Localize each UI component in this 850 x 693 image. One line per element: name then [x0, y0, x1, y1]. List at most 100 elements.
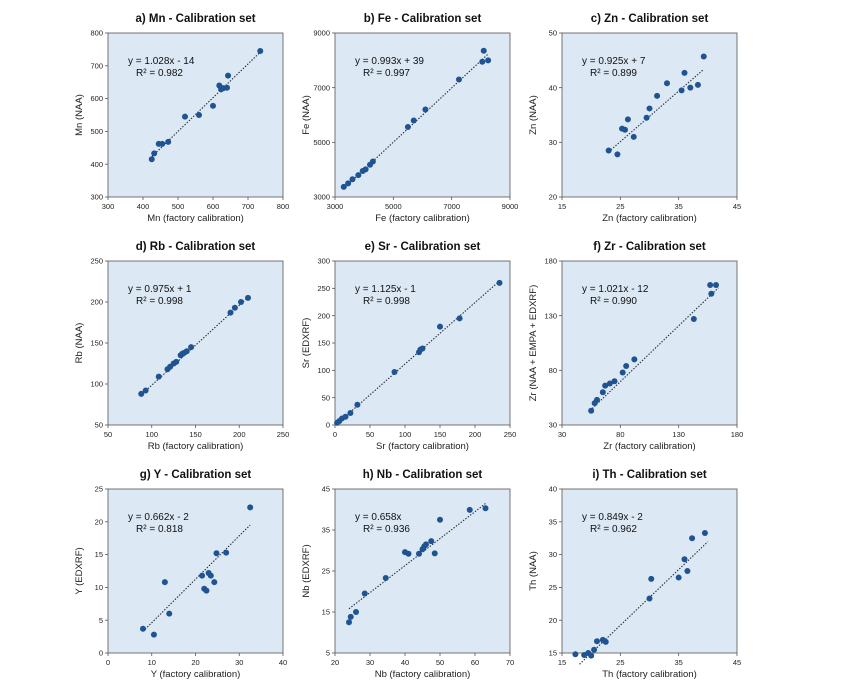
data-point — [594, 638, 600, 645]
y-axis-label: Y (EDXRF) — [74, 547, 85, 594]
data-point — [664, 80, 670, 87]
data-point — [694, 81, 701, 88]
y-tick-label: 130 — [544, 311, 557, 320]
y-tick-label: 800 — [90, 29, 103, 38]
x-tick-label: 150 — [189, 430, 202, 439]
y-axis-label: Zr (NAA + EMPA + EDXRF) — [528, 285, 539, 402]
plot-area — [561, 260, 738, 426]
y-axis-label: Nb (EDXRF) — [301, 544, 312, 597]
trend-line — [589, 287, 719, 412]
x-tick-label: 30 — [235, 658, 243, 667]
x-tick-label: 5000 — [385, 202, 402, 211]
x-axis-label: Nb (factory calibration) — [375, 669, 471, 680]
data-point — [361, 590, 368, 597]
data-point — [423, 541, 429, 548]
y-tick-label: 40 — [549, 83, 557, 92]
data-point — [346, 619, 352, 626]
y-tick-label: 300 — [90, 193, 103, 202]
y-tick-label: 100 — [90, 380, 103, 389]
y-axis-label: Rb (NAA) — [74, 323, 85, 364]
x-tick-label: 3000 — [327, 202, 344, 211]
y-tick-label: 0 — [99, 649, 103, 658]
data-point — [416, 550, 422, 557]
data-point — [480, 47, 487, 54]
panel-title: c) Zn - Calibration set — [591, 13, 709, 25]
data-point — [223, 549, 230, 556]
plot-area — [561, 488, 738, 654]
y-tick-label: 7000 — [313, 83, 330, 92]
regression-equation: y = 0.658x — [355, 512, 401, 523]
y-tick-label: 40 — [549, 485, 557, 494]
data-point — [437, 516, 443, 523]
chart-panel-6: f) Zr - Calibration set 30 80 130 180 30 80 130… — [528, 241, 743, 452]
y-tick-label: 3000 — [313, 193, 330, 202]
y-tick-label: 15 — [549, 649, 557, 658]
data-point — [231, 304, 238, 311]
data-point — [247, 504, 254, 511]
x-axis-label: Mn (factory calibration) — [147, 213, 244, 224]
x-tick-label: 35 — [674, 658, 682, 667]
data-point — [347, 409, 354, 416]
x-tick-label: 9000 — [502, 202, 519, 211]
x-tick-label: 400 — [137, 202, 150, 211]
data-point — [646, 595, 653, 602]
y-tick-label: 50 — [95, 421, 103, 430]
x-tick-label: 40 — [401, 658, 409, 667]
y-tick-label: 5 — [99, 616, 103, 625]
data-point — [182, 113, 188, 120]
data-point — [165, 138, 172, 145]
data-point — [455, 76, 462, 83]
y-tick-label: 0 — [326, 421, 330, 430]
x-tick-label: 500 — [172, 202, 185, 211]
regression-equation: y = 0.993x + 39 — [355, 56, 424, 67]
chart-panel-8: h) Nb - Calibration set 20 30 40 50 60 70 5 15 25… — [301, 469, 514, 680]
data-point — [684, 568, 691, 574]
data-point — [611, 378, 618, 385]
y-tick-label: 200 — [90, 298, 103, 307]
y-tick-label: 10 — [95, 583, 103, 592]
x-tick-label: 70 — [506, 658, 514, 667]
x-tick-label: 50 — [104, 430, 112, 439]
data-point — [437, 323, 443, 330]
data-point — [572, 651, 579, 658]
data-point — [431, 550, 438, 557]
x-tick-label: 20 — [191, 658, 199, 667]
data-point — [150, 631, 157, 638]
y-tick-label: 45 — [322, 485, 330, 494]
chart-panel-1: a) Mn - Calibration set 300 400 500 600 700 80… — [74, 13, 289, 224]
data-point — [713, 282, 719, 289]
data-point — [681, 69, 688, 76]
data-point — [224, 84, 230, 91]
data-point — [354, 401, 361, 408]
x-tick-label: 180 — [731, 430, 744, 439]
data-point — [681, 556, 688, 563]
data-point — [213, 550, 220, 557]
x-axis-label: Zn (factory calibration) — [602, 213, 697, 224]
data-point — [211, 579, 218, 586]
x-tick-label: 200 — [233, 430, 246, 439]
data-point — [466, 506, 473, 513]
panel-title: f) Zr - Calibration set — [593, 241, 706, 253]
data-point — [591, 646, 598, 653]
data-point — [207, 572, 214, 579]
chart-panel-3: c) Zn - Calibration set 15 25 35 45 20 30 40 50 Z… — [528, 13, 741, 224]
r-squared-label: R² = 0.997 — [363, 68, 410, 79]
y-axis-label: Sr (EDXRF) — [301, 318, 312, 369]
data-point — [382, 574, 389, 581]
data-point — [643, 114, 650, 121]
data-point — [456, 315, 463, 322]
data-point — [428, 538, 435, 545]
data-point — [614, 151, 621, 158]
data-point — [707, 282, 714, 289]
data-point — [654, 92, 661, 99]
y-tick-label: 250 — [90, 257, 103, 266]
panel-title: i) Th - Calibration set — [592, 469, 707, 481]
data-point — [355, 172, 362, 179]
x-tick-label: 80 — [616, 430, 624, 439]
x-tick-label: 150 — [434, 430, 447, 439]
data-point — [151, 150, 158, 157]
x-tick-label: 30 — [366, 658, 374, 667]
data-point — [602, 382, 609, 389]
data-point — [345, 180, 352, 187]
plot-area — [334, 488, 511, 654]
